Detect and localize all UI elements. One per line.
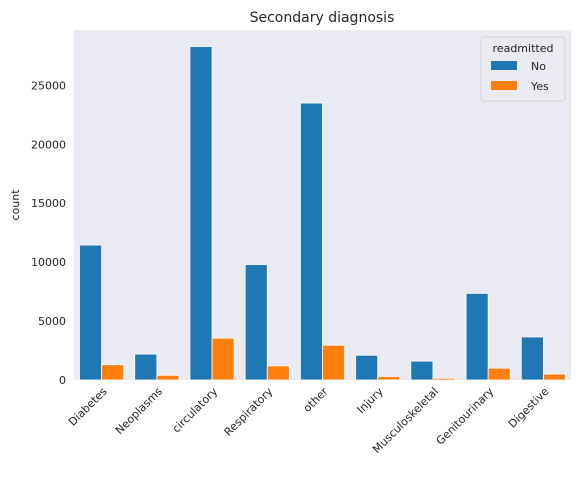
bar-neoplasms-no	[134, 353, 158, 381]
y-tick-label: 15000	[31, 197, 66, 210]
y-tick-label: 10000	[31, 256, 66, 269]
bar-genitourinary-yes	[487, 367, 511, 381]
y-tick-label: 25000	[31, 79, 66, 92]
legend-label-yes: Yes	[530, 80, 549, 93]
bar-other-yes	[322, 344, 345, 381]
y-tick-label: 5000	[38, 315, 66, 328]
bar-injury-no	[355, 354, 379, 381]
bar-genitourinary-no	[465, 292, 489, 381]
legend: readmitted No Yes	[480, 36, 566, 102]
bar-circulatory-yes	[211, 337, 235, 381]
bar-circulatory-no	[189, 46, 213, 381]
bar-respiratory-no	[244, 264, 268, 381]
y-axis-label: count	[9, 189, 22, 221]
x-tick-label-digestive: Digestive	[506, 385, 552, 431]
x-tick-label-injury: Injury	[355, 385, 387, 417]
legend-label-no: No	[531, 60, 546, 73]
bar-injury-yes	[377, 376, 401, 381]
bar-digestive-yes	[542, 373, 566, 381]
bar-diabetes-no	[79, 244, 103, 381]
x-tick-label-circulatory: circulatory	[170, 385, 221, 436]
x-tick-label-genitourinary: Genitourinary	[434, 385, 497, 448]
x-tick-label-diabetes: Diabetes	[66, 385, 110, 429]
bar-neoplasms-yes	[156, 374, 180, 381]
x-tick-label-other: other	[301, 385, 331, 415]
legend-swatch-no	[491, 61, 517, 70]
bar-diabetes-yes	[101, 364, 125, 381]
bar-musculoskeletal-no	[410, 360, 434, 381]
x-tick-label-neoplasms: Neoplasms	[113, 385, 165, 437]
x-tick-label-respiratory: Respiratory	[222, 385, 276, 439]
bar-musculoskeletal-yes	[432, 377, 456, 381]
bar-respiratory-yes	[266, 365, 290, 381]
bars-layer	[79, 46, 566, 381]
bar-digestive-no	[520, 336, 544, 381]
chart-title: Secondary diagnosis	[250, 10, 395, 26]
bar-other-no	[300, 102, 323, 381]
legend-title: readmitted	[493, 42, 554, 55]
legend-swatch-yes	[491, 81, 517, 90]
y-tick-label: 0	[59, 374, 66, 387]
x-axis: Diabetes Neoplasms circulatory Respiratory o…	[66, 385, 552, 456]
y-tick-label: 20000	[31, 138, 66, 151]
y-axis: 0 5000 10000 15000 20000 25000	[31, 79, 66, 387]
